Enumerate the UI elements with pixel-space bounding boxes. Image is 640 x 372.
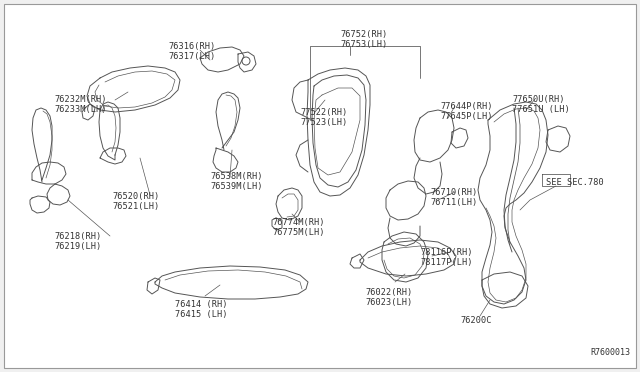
Text: 76752(RH): 76752(RH) <box>340 30 387 39</box>
Text: 76232M(RH): 76232M(RH) <box>54 95 106 104</box>
Text: 76775M(LH): 76775M(LH) <box>272 228 324 237</box>
Text: 76710(RH): 76710(RH) <box>430 188 477 197</box>
Text: 76316(RH): 76316(RH) <box>168 42 215 51</box>
Text: SEE SEC.780: SEE SEC.780 <box>546 178 604 187</box>
Text: 76753(LH): 76753(LH) <box>340 40 387 49</box>
Text: 77650U(RH): 77650U(RH) <box>512 95 564 104</box>
Text: 76233M(LH): 76233M(LH) <box>54 105 106 114</box>
Text: 76023(LH): 76023(LH) <box>365 298 412 307</box>
Text: 76774M(RH): 76774M(RH) <box>272 218 324 227</box>
Text: 76538M(RH): 76538M(RH) <box>210 172 262 181</box>
Text: 76200C: 76200C <box>460 316 492 325</box>
Text: 77523(LH): 77523(LH) <box>300 118 348 127</box>
Text: 76022(RH): 76022(RH) <box>365 288 412 297</box>
Text: 77645P(LH): 77645P(LH) <box>440 112 493 121</box>
Text: 76414 (RH): 76414 (RH) <box>175 300 227 309</box>
Text: 77651U (LH): 77651U (LH) <box>512 105 570 114</box>
Text: 76219(LH): 76219(LH) <box>54 242 101 251</box>
Text: 78117P(LH): 78117P(LH) <box>420 258 472 267</box>
Text: 76711(LH): 76711(LH) <box>430 198 477 207</box>
Text: 76521(LH): 76521(LH) <box>112 202 159 211</box>
Text: 76539M(LH): 76539M(LH) <box>210 182 262 191</box>
Text: 78116P(RH): 78116P(RH) <box>420 248 472 257</box>
Text: 76415 (LH): 76415 (LH) <box>175 310 227 319</box>
Text: 76218(RH): 76218(RH) <box>54 232 101 241</box>
Text: R7600013: R7600013 <box>590 348 630 357</box>
Text: 77522(RH): 77522(RH) <box>300 108 348 117</box>
Text: 76317(LH): 76317(LH) <box>168 52 215 61</box>
Text: 77644P(RH): 77644P(RH) <box>440 102 493 111</box>
Text: 76520(RH): 76520(RH) <box>112 192 159 201</box>
